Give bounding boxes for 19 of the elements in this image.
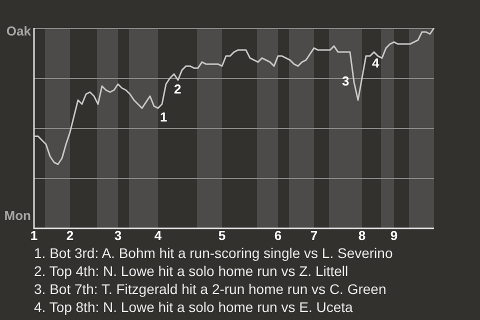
x-tick-label: 6 [274,228,282,243]
text: 2. Top 4th: N. Lowe hit a solo home run vs Z. Littell [34,262,350,280]
x-tick-label: 9 [390,228,398,243]
annotation: 1 [160,110,168,125]
x-tick-label: 5 [218,228,226,243]
text: Mon [4,208,32,223]
annotation: 4 [372,56,380,71]
annotation: 2 [174,82,182,97]
x-tick-label: 2 [66,228,74,243]
x-tick-label: 1 [30,228,38,243]
annotation: 3 [342,74,350,89]
text: 3. Bot 7th: T. Fitzgerald hit a 2-run home run vs C. Green [34,280,388,298]
x-tick-label: 4 [154,228,162,243]
text: 4. Top 8th: N. Lowe hit a solo home run vs E. Uceta [34,298,354,316]
x-tick-label: 7 [310,228,318,243]
x-tick-label: 8 [358,228,366,243]
text: Oak [6,24,32,39]
x-tick-label: 3 [114,228,122,243]
text: 1. Bot 3rd: A. Bohm hit a run-scoring single vs L. Severino [34,244,394,262]
